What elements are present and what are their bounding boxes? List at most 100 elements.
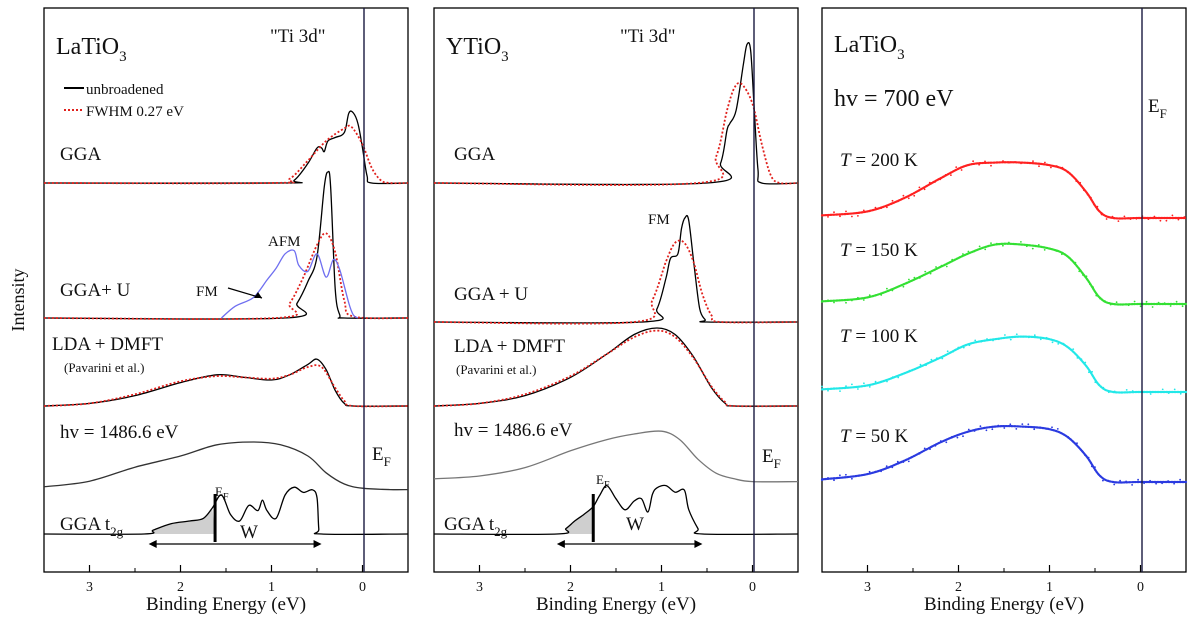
temperature-point-t-200-k bbox=[990, 164, 992, 167]
temperature-point-t-150-k bbox=[1163, 302, 1166, 305]
temperature-point-t-50-k bbox=[913, 455, 915, 457]
temperature-point-t-200-k bbox=[1171, 214, 1174, 217]
temperature-point-t-200-k bbox=[939, 178, 942, 181]
temperature-point-t-50-k bbox=[939, 440, 942, 442]
temperature-point-t-100-k bbox=[1167, 392, 1170, 394]
temperature-point-t-100-k bbox=[1102, 386, 1105, 389]
ytio3-series-gga-u-fwhm-0-27-ev bbox=[433, 239, 799, 325]
temperature-point-t-150-k bbox=[886, 287, 888, 290]
temperature-point-t-150-k bbox=[996, 242, 998, 245]
temperature-point-t-100-k bbox=[908, 369, 911, 372]
temperature-point-t-100-k bbox=[992, 339, 994, 342]
temperature-point-t-50-k bbox=[1173, 482, 1175, 485]
temperature-point-t-200-k bbox=[862, 209, 865, 212]
temperature-point-t-200-k bbox=[1014, 161, 1016, 163]
temperature-point-t-200-k bbox=[857, 215, 859, 217]
temperature-point-t-200-k bbox=[868, 210, 871, 213]
temperature-point-t-200-k bbox=[984, 160, 986, 163]
temperature-point-t-150-k bbox=[929, 272, 932, 275]
temperature-point-t-200-k bbox=[1159, 219, 1162, 222]
temperature-point-t-150-k bbox=[1049, 247, 1052, 250]
temperature-point-t-150-k bbox=[839, 299, 841, 302]
temperature-point-t-50-k bbox=[851, 477, 853, 480]
row-label-xps: hv = 1486.6 eV bbox=[60, 422, 179, 443]
panel-latio3-x-axis: 3 2 1 0 bbox=[43, 565, 409, 595]
temperature-point-t-50-k bbox=[827, 477, 829, 479]
temperature-point-t-200-k bbox=[996, 161, 998, 164]
temperature-point-t-150-k bbox=[851, 299, 853, 302]
ytio3-series-lda-dmft-fwhm-0-27-ev bbox=[433, 329, 799, 408]
temperature-point-t-100-k bbox=[1015, 333, 1018, 336]
temperature-point-t-200-k bbox=[1129, 218, 1132, 221]
temperature-point-t-100-k bbox=[1119, 391, 1122, 394]
temperature-point-t-50-k bbox=[1076, 442, 1078, 445]
temperature-point-t-50-k bbox=[918, 452, 921, 455]
temperature-point-t-50-k bbox=[1056, 428, 1059, 430]
latio3-series-gga-unbroadened bbox=[43, 110, 409, 185]
temperature-point-t-150-k bbox=[978, 245, 981, 248]
temperature-point-t-150-k bbox=[1020, 241, 1022, 243]
temperature-point-t-150-k bbox=[1055, 250, 1058, 252]
temperature-point-t-50-k bbox=[907, 460, 910, 463]
temperature-point-t-200-k bbox=[950, 174, 952, 177]
temperature-point-t-150-k bbox=[891, 289, 894, 292]
temperature-point-t-150-k bbox=[1181, 305, 1184, 308]
panel-ytio3-x-axis: 3 2 1 0 bbox=[433, 565, 799, 595]
temperature-point-t-150-k bbox=[1145, 300, 1148, 303]
temperature-point-t-50-k bbox=[991, 428, 994, 431]
temperature-point-t-200-k bbox=[1038, 165, 1040, 168]
temperature-point-t-50-k bbox=[1039, 426, 1042, 429]
temperature-point-t-150-k bbox=[1070, 259, 1073, 262]
temperature-point-t-100-k bbox=[1072, 348, 1075, 350]
temperature-point-t-100-k bbox=[1004, 334, 1006, 336]
row-label-gga-u-y: GGA + U bbox=[454, 284, 528, 305]
temperature-point-t-150-k bbox=[913, 276, 916, 279]
temperature-point-t-50-k bbox=[950, 436, 953, 438]
latio3-bandwidth-arrow-right bbox=[313, 540, 322, 548]
latio3-tick-label-3: 3 bbox=[86, 580, 93, 595]
temperature-point-t-100-k bbox=[962, 346, 965, 349]
temperature-point-t-100-k bbox=[986, 338, 988, 340]
temperature-point-t-200-k bbox=[1079, 181, 1082, 184]
temperature-point-t-150-k bbox=[862, 299, 865, 301]
temperature-point-t-100-k bbox=[880, 380, 883, 383]
temperature-point-t-50-k bbox=[945, 441, 948, 444]
temperature-tick-label-0: 0 bbox=[1137, 580, 1144, 595]
temperature-point-t-100-k bbox=[1125, 389, 1128, 391]
temperature-point-t-150-k bbox=[902, 285, 905, 288]
temperature-point-t-200-k bbox=[907, 197, 910, 200]
panel-temperature-plot bbox=[820, 160, 1188, 486]
temperature-point-t-150-k bbox=[821, 301, 823, 303]
temperature-point-t-150-k bbox=[1066, 254, 1068, 257]
temperature-point-t-200-k bbox=[1100, 213, 1103, 216]
temperature-point-t-100-k bbox=[827, 389, 829, 392]
temperature-point-t-50-k bbox=[1143, 482, 1145, 485]
temperature-point-t-100-k bbox=[1131, 390, 1134, 392]
temperature-point-t-150-k bbox=[1104, 300, 1106, 302]
temperature-point-t-100-k bbox=[1084, 361, 1087, 364]
temperature-point-t-100-k bbox=[1088, 371, 1090, 374]
temperature-point-t-50-k bbox=[1149, 479, 1151, 482]
temperature-point-t-50-k bbox=[1071, 440, 1074, 443]
temperature-point-t-150-k bbox=[897, 285, 899, 288]
ytio3-series-gga-fwhm-0-27-ev bbox=[433, 82, 799, 186]
ytio3-tick-label-3: 3 bbox=[476, 580, 483, 595]
legend-fwhm-label: FWHM 0.27 eV bbox=[86, 104, 184, 120]
temperature-point-t-50-k bbox=[997, 424, 1000, 427]
t2g-ef-label: EF bbox=[215, 484, 229, 503]
temperature-point-t-200-k bbox=[1002, 160, 1004, 162]
temperature-point-t-100-k bbox=[1039, 338, 1042, 341]
temperature-point-t-50-k bbox=[1090, 465, 1093, 468]
temperature-point-t-100-k bbox=[1113, 390, 1116, 393]
temperature-point-t-150-k bbox=[1002, 244, 1004, 247]
temperature-point-t-200-k bbox=[955, 166, 958, 169]
panel-ytio3-x-axis-label: Binding Energy (eV) bbox=[536, 594, 696, 615]
temperature-point-t-100-k bbox=[941, 357, 944, 360]
annotation-fm: FM bbox=[196, 284, 218, 300]
y-axis-label: Intensity bbox=[8, 269, 28, 332]
panel-temperature-photon-energy: hv = 700 eV bbox=[834, 86, 954, 112]
temperature-point-t-50-k bbox=[896, 460, 899, 463]
temperature-point-t-150-k bbox=[962, 253, 964, 255]
temperature-point-t-150-k bbox=[956, 257, 959, 260]
